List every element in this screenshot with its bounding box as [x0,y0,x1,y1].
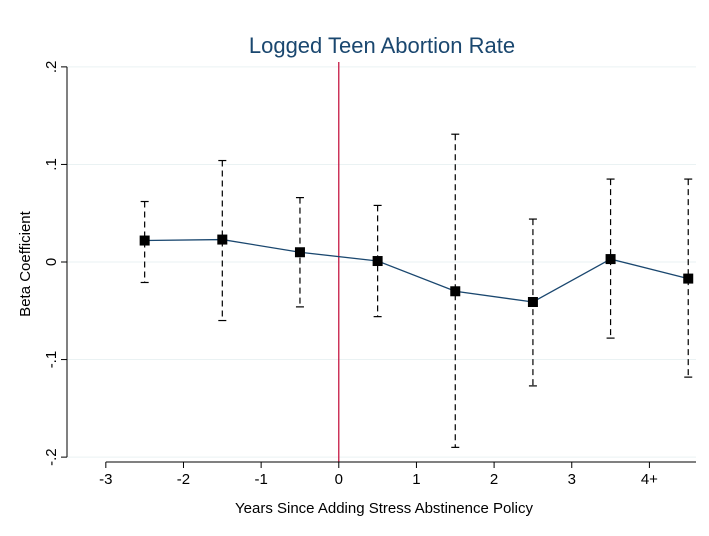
point-marker-3 [372,256,383,267]
x-tick-label-5: 2 [490,471,498,488]
x-tick-label-6: 3 [568,471,576,488]
y-axis-label: Beta Coefficient [17,210,34,316]
y-tick-label-1: -.1 [43,351,60,369]
y-tick-label-4: .2 [43,61,60,74]
point-marker-7 [683,273,694,284]
axis-layer: -.2 -.1 0 .1 .2 -3 -2 -1 0 1 2 3 4+ [43,61,696,488]
y-tick-label-0: -.2 [43,448,60,466]
series-line-layer [144,238,689,303]
point-marker-4 [450,286,461,297]
x-tick-label-0: -3 [99,471,112,488]
y-tick-label-3: .1 [43,158,60,171]
x-tick-label-7: 4+ [641,471,658,488]
point-marker-6 [605,254,616,265]
y-tick-label-2: 0 [43,258,60,266]
point-marker-2 [294,247,305,258]
x-tick-label-1: -2 [177,471,190,488]
x-tick-label-2: -1 [254,471,267,488]
x-tick-label-3: 0 [335,471,343,488]
marker-layer [139,234,694,307]
series-line-0 [144,238,689,303]
point-marker-0 [139,235,150,246]
x-axis-label: Years Since Adding Stress Abstinence Pol… [235,500,533,517]
chart-title: Logged Teen Abortion Rate [249,33,515,58]
x-tick-label-4: 1 [412,471,420,488]
point-marker-5 [527,297,538,307]
point-marker-1 [217,234,228,245]
